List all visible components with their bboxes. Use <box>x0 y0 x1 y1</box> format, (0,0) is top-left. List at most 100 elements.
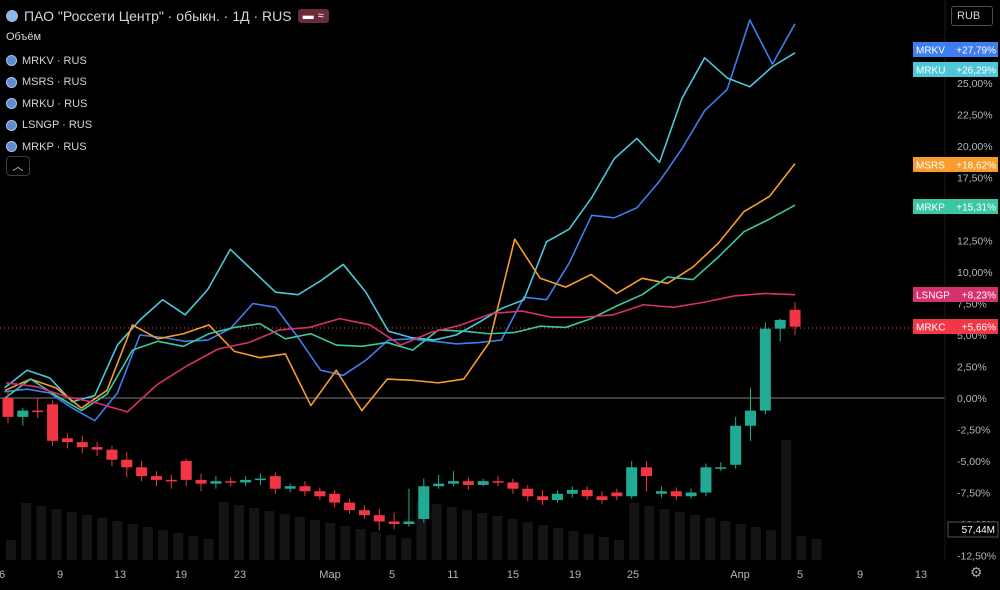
volume-bar <box>355 529 366 560</box>
series-line-mrkp <box>4 204 796 412</box>
legend-item-mrku[interactable]: MRKU · RUS <box>6 93 92 115</box>
badge-name-box <box>913 199 948 214</box>
candle-body <box>448 481 459 484</box>
legend-label: MRKU · RUS <box>22 97 88 110</box>
volume-bar <box>446 507 457 560</box>
gear-icon[interactable]: ⚙ <box>970 564 983 580</box>
volume-bar <box>112 521 123 560</box>
legend-item-lsngp[interactable]: LSNGP · RUS <box>6 115 92 137</box>
candle-body <box>165 479 177 482</box>
symbol-icon <box>6 76 17 88</box>
badge-name: MRKU <box>916 66 945 77</box>
candle-body <box>418 486 430 519</box>
candle-body <box>314 491 326 497</box>
volume-bar <box>51 509 62 560</box>
volume-bar <box>218 502 229 560</box>
volume-bar <box>234 505 244 560</box>
volume-bar <box>36 506 47 560</box>
candle-body <box>655 491 667 494</box>
volume-bar <box>310 520 320 560</box>
currency-button[interactable]: RUB <box>951 6 993 26</box>
legend: MRKV · RUS MSRS · RUS MRKU · RUS LSNGP ·… <box>6 50 92 158</box>
candle-body <box>299 486 311 492</box>
candle-body <box>611 492 623 497</box>
volume-badge-value: 57,44M <box>962 525 995 536</box>
candle-body <box>433 483 445 487</box>
x-tick-label: 13 <box>915 569 927 581</box>
y-tick-label: 22,50% <box>957 110 993 122</box>
legend-item-mrkv[interactable]: MRKV · RUS <box>6 50 92 72</box>
volume-bar <box>294 517 305 560</box>
candle-body <box>344 502 356 511</box>
x-tick-label: 13 <box>114 569 126 581</box>
candle-body <box>2 398 14 417</box>
candle-body <box>774 319 786 329</box>
candle-body <box>254 478 266 481</box>
candle-body <box>373 515 385 522</box>
badge-mrkv: MRKV +27,79% <box>913 42 998 57</box>
volume-bar <box>386 535 396 560</box>
candle-body <box>641 467 653 477</box>
volume-bar <box>705 518 716 560</box>
candle-body <box>537 496 549 501</box>
value-badges: MRKV +27,79% MRKU +26,29% MSRS +18,62% MRKP +15… <box>913 42 999 538</box>
badge-value: +5,66% <box>962 323 996 334</box>
wave-icon: ≈ <box>317 10 324 22</box>
candle-body <box>329 493 341 503</box>
volume-bar <box>598 537 609 560</box>
toggle-icon: ▬ <box>302 10 314 22</box>
symbol-icon <box>6 55 17 67</box>
volume-bar <box>507 519 518 560</box>
volume-bar <box>142 527 153 560</box>
x-tick-label: 5 <box>797 569 803 581</box>
candle-body <box>358 510 370 516</box>
volume-bar <box>6 540 16 560</box>
volume-bar <box>766 530 776 560</box>
candle-body <box>685 492 697 497</box>
candle-body <box>462 481 474 485</box>
badge-value: +15,31% <box>956 203 996 214</box>
x-tick-label: Апр <box>730 569 749 581</box>
chevron-up-icon: ︿ <box>12 161 24 173</box>
badge-name: MRKV <box>916 46 945 57</box>
candle-body <box>566 489 578 494</box>
symbol-icon <box>6 119 17 131</box>
x-tick-label: 9 <box>857 569 863 581</box>
volume-bar <box>462 510 472 560</box>
x-tick-label: 25 <box>627 569 639 581</box>
collapse-legend-button[interactable]: ︿ <box>6 156 30 176</box>
candle-body <box>269 476 281 489</box>
candle-body <box>32 410 44 413</box>
volume-bar <box>340 526 351 560</box>
y-tick-label: -5,00% <box>957 456 990 468</box>
badge-value: +8,23% <box>962 291 996 302</box>
badge-name-box <box>913 157 948 172</box>
legend-item-mrkp[interactable]: MRKP · RUS <box>6 136 92 158</box>
y-tick-label: 17,50% <box>957 173 993 185</box>
x-tick-label: 19 <box>569 569 581 581</box>
badge-msrs: MSRS +18,62% <box>913 157 998 172</box>
candle-body <box>210 481 222 484</box>
candle-body <box>106 449 118 460</box>
badge-mrkp: MRKP +15,31% <box>913 199 998 214</box>
legend-item-msrs[interactable]: MSRS · RUS <box>6 72 92 94</box>
y-tick-label: 0,00% <box>957 393 987 405</box>
y-tick-label: 10,00% <box>957 267 993 279</box>
badge-value-box <box>948 319 998 334</box>
badge-name-box <box>913 319 948 334</box>
volume-bar <box>720 521 731 560</box>
series-line-mrkv <box>4 19 796 422</box>
symbol-icon <box>6 141 17 153</box>
volume-bar <box>249 508 260 560</box>
mrkc-candles <box>2 302 801 531</box>
badge-value-box <box>948 62 998 77</box>
candle-body <box>61 438 73 443</box>
volume-bar <box>568 531 579 560</box>
compare-pill[interactable]: ▬ ≈ <box>297 9 329 23</box>
badge-value-box <box>948 42 998 57</box>
volume-bars <box>6 440 822 560</box>
badge-name-box <box>913 62 948 77</box>
badge-name: LSNGP <box>916 291 950 302</box>
volume-bar <box>66 512 77 560</box>
